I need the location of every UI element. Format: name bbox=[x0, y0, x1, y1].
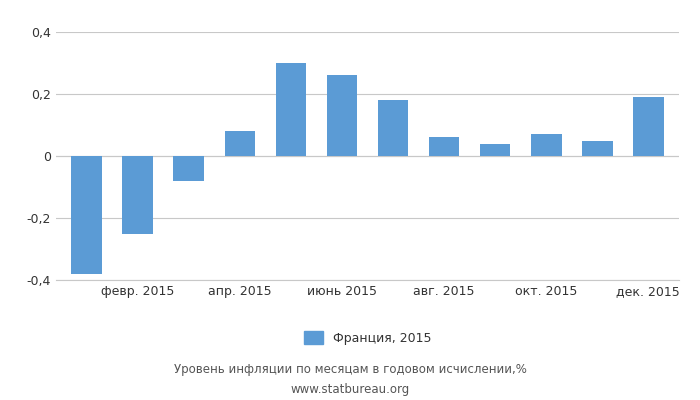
Bar bbox=[122, 156, 153, 234]
Text: Уровень инфляции по месяцам в годовом исчислении,%: Уровень инфляции по месяцам в годовом ис… bbox=[174, 363, 526, 376]
Bar bbox=[582, 140, 612, 156]
Bar bbox=[276, 63, 306, 156]
Bar bbox=[174, 156, 204, 181]
Bar bbox=[480, 144, 510, 156]
Bar bbox=[378, 100, 408, 156]
Bar bbox=[531, 134, 561, 156]
Bar bbox=[429, 137, 459, 156]
Legend: Франция, 2015: Франция, 2015 bbox=[304, 331, 431, 344]
Bar bbox=[225, 131, 256, 156]
Text: www.statbureau.org: www.statbureau.org bbox=[290, 383, 410, 396]
Bar bbox=[327, 75, 357, 156]
Bar bbox=[633, 97, 664, 156]
Bar bbox=[71, 156, 102, 274]
